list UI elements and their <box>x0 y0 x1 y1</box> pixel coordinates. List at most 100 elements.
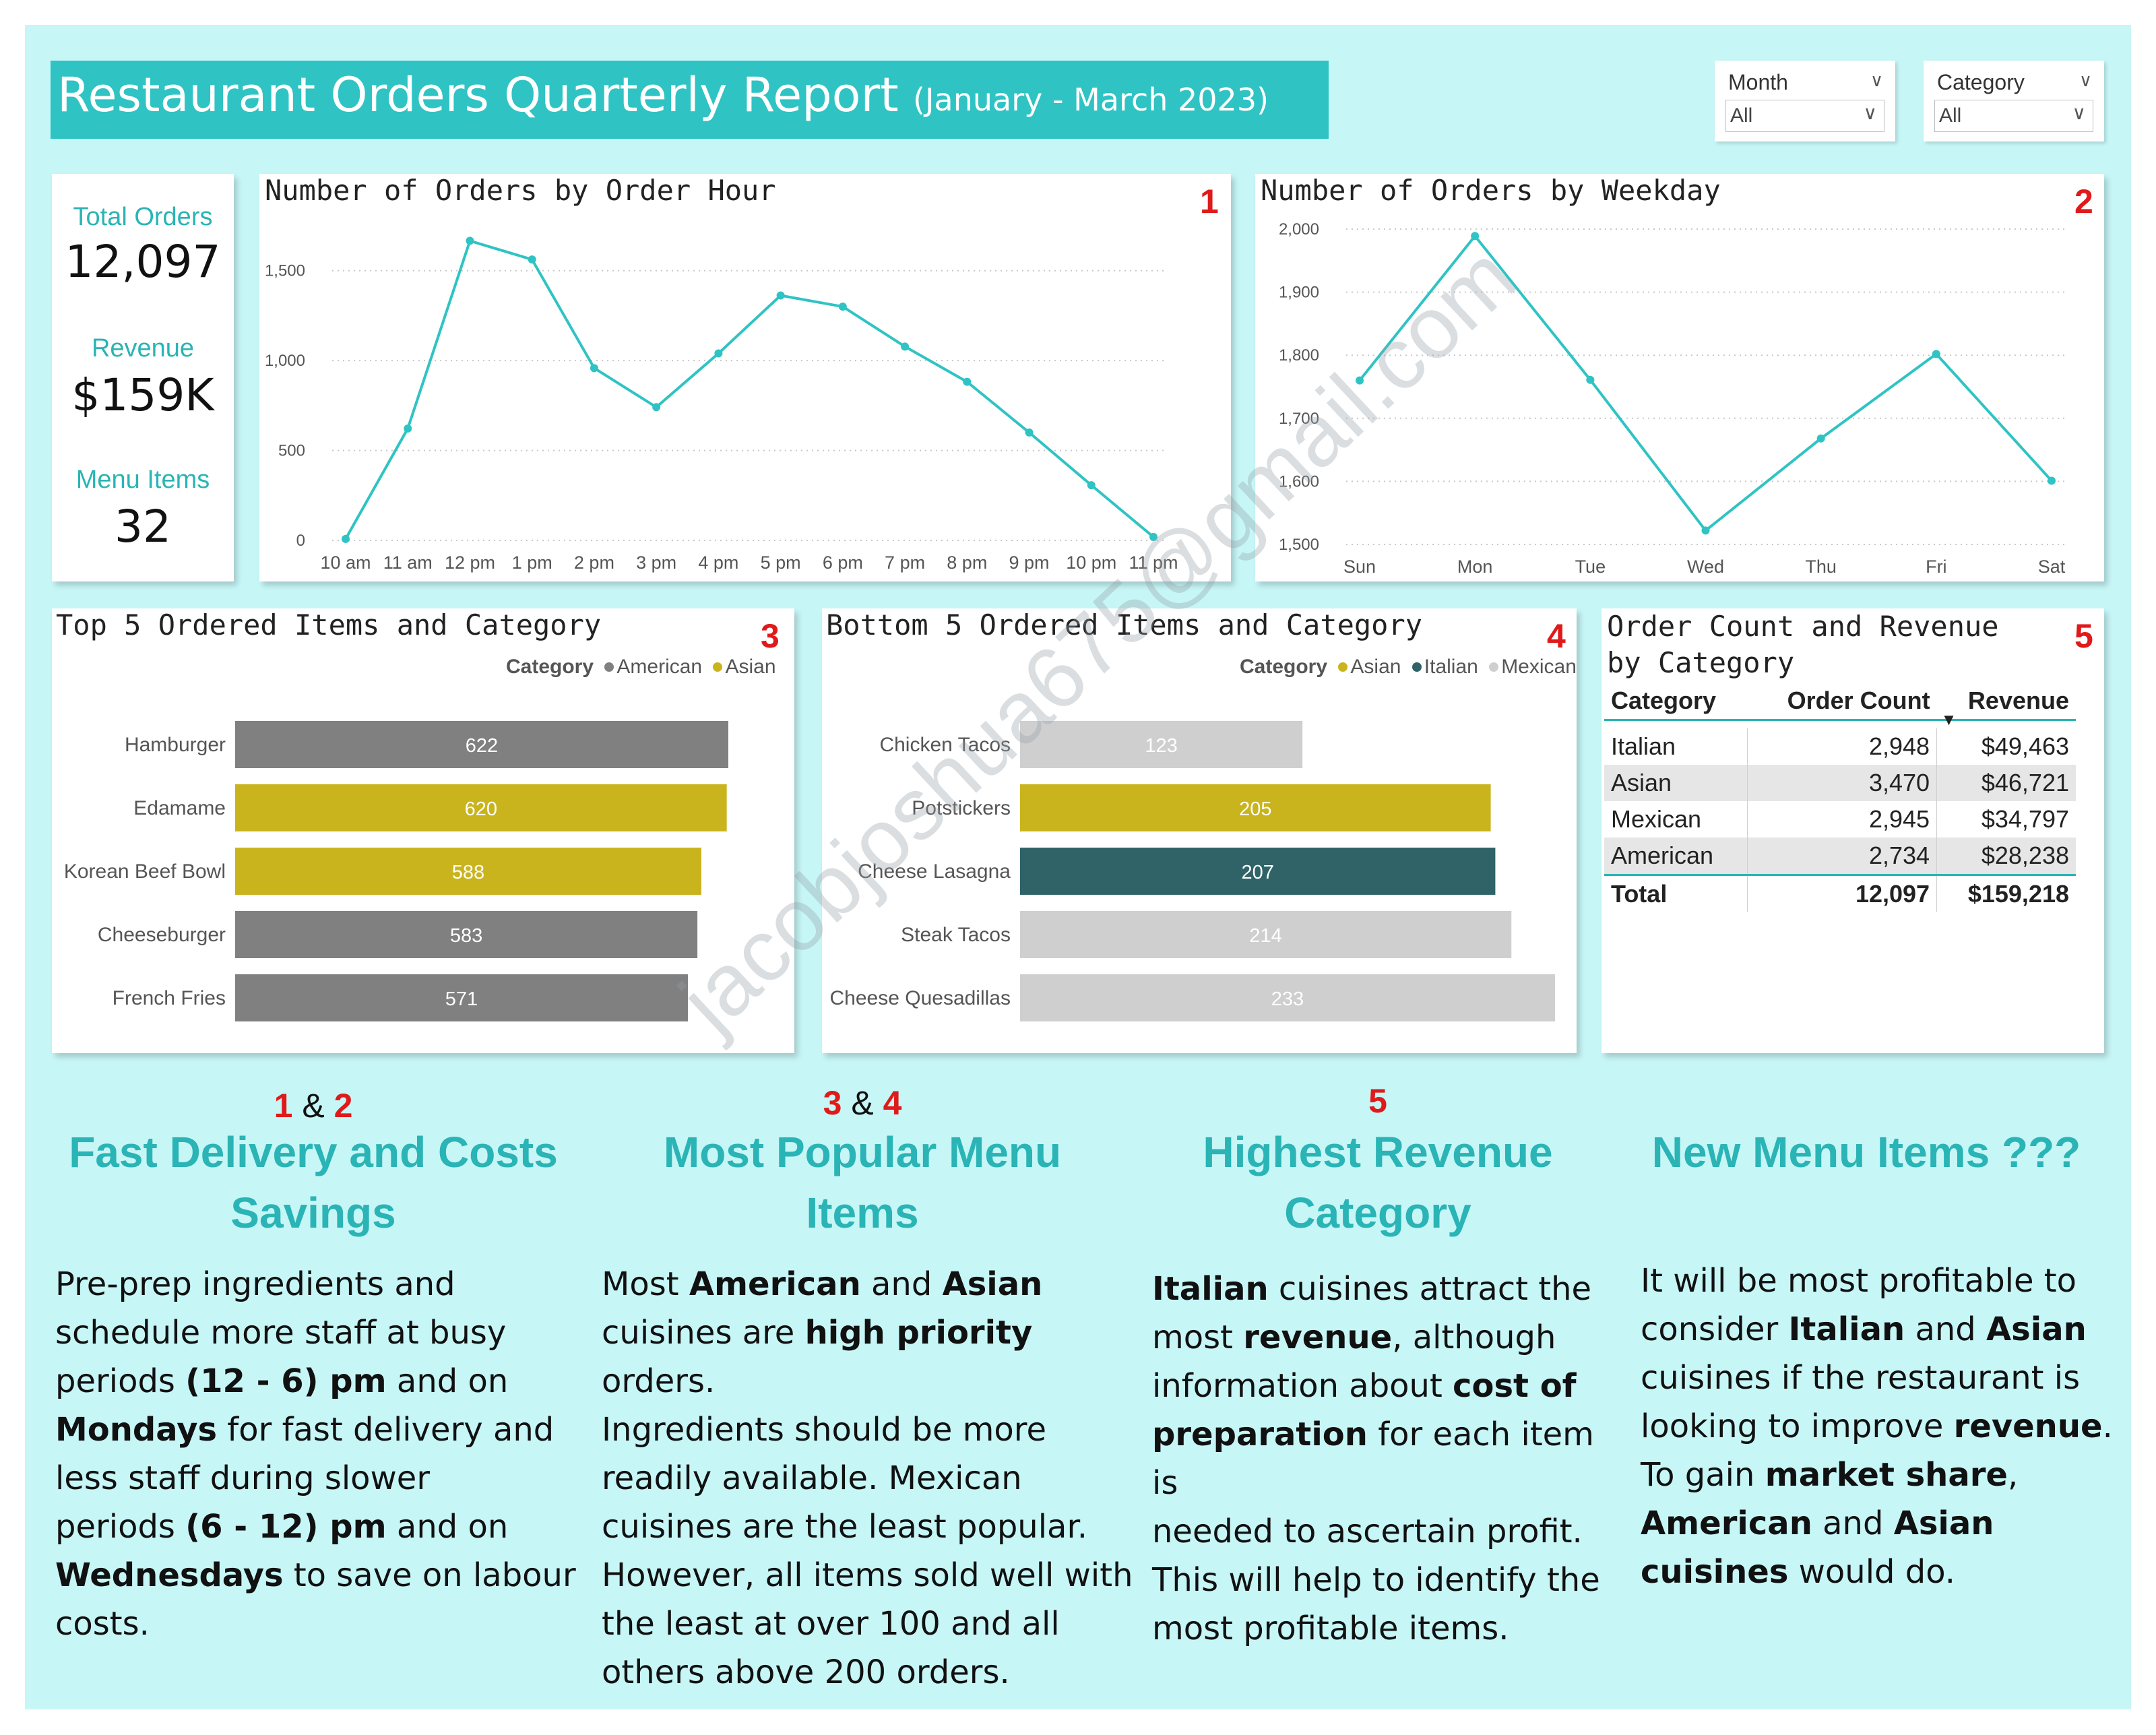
chart-legend: Category American Asian <box>506 656 776 679</box>
y-tick-label: 1,800 <box>1279 346 1319 365</box>
legend-dot-italian <box>1412 662 1422 672</box>
x-tick-label: 7 pm <box>885 553 925 573</box>
x-tick-label: 4 pm <box>698 553 738 573</box>
data-point <box>466 236 474 245</box>
insight-reference: 3 & 4 <box>593 1083 1132 1123</box>
y-tick-label: 2,000 <box>1279 220 1319 239</box>
bar <box>235 974 688 1021</box>
insight-body: It will be most profitable to consider I… <box>1641 1262 2113 1591</box>
y-tick-label: 1,500 <box>265 262 305 280</box>
data-point <box>652 403 661 412</box>
category-label: Cheese Lasagna <box>858 860 1011 883</box>
month-dropdown[interactable]: All ∨ <box>1725 100 1884 132</box>
series-line <box>344 239 1155 540</box>
x-tick-label: 8 pm <box>947 553 987 573</box>
data-point <box>1586 375 1595 384</box>
x-tick-label: 10 am <box>320 553 371 573</box>
table-row[interactable]: Asian 3,470 $46,721 <box>1604 764 2076 801</box>
insight-heading-line: Savings <box>230 1189 396 1237</box>
insight-heading-line: New Menu Items ??? <box>1651 1128 2081 1176</box>
data-point <box>404 424 412 433</box>
column-header[interactable]: Revenue ▼ <box>1937 683 2076 729</box>
legend-item: Mexican <box>1501 656 1577 678</box>
title-bar <box>51 61 1329 139</box>
orders-by-hour-chart: 0 500 1,000 1,500 10 am 11 am 12 pm 1 pm 2 pm 3 p… <box>265 236 1178 573</box>
data-label: 571 <box>445 988 478 1010</box>
x-tick-label: 1 pm <box>512 553 552 573</box>
category-label: Cheese Quesadillas <box>830 987 1011 1009</box>
y-tick-label: 1,600 <box>1279 472 1319 491</box>
category-label: Potstickers <box>912 797 1011 819</box>
bar <box>1020 784 1491 831</box>
legend-dot-mexican <box>1489 662 1499 672</box>
x-tick-label: Wed <box>1687 557 1724 577</box>
legend-title: Category <box>506 656 594 678</box>
y-tick-label: 1,700 <box>1279 410 1319 428</box>
category-slicer[interactable]: Category ∨ All ∨ <box>1924 61 2104 141</box>
category-label: Chicken Tacos <box>879 734 1011 756</box>
table-cell: 12,097 <box>1747 873 1938 912</box>
data-point <box>838 303 847 311</box>
sort-descending-icon[interactable]: ▼ <box>1940 711 1957 729</box>
category-label: Cheeseburger <box>98 924 226 946</box>
table-cell: 2,948 <box>1747 728 1938 765</box>
table-cell: Total <box>1604 873 1748 912</box>
column-header[interactable]: Order Count <box>1787 687 1930 714</box>
data-point <box>2048 476 2056 485</box>
insight-body: Italian cuisines attract the most revenu… <box>1152 1270 1600 1647</box>
data-point <box>342 534 350 543</box>
bottom5-items-panel: Bottom 5 Ordered Items and Category 4 Ca… <box>822 608 1577 1053</box>
y-tick-label: 1,500 <box>1279 536 1319 554</box>
category-table: Category Order Count Revenue ▼ Italian 2,… <box>1604 683 2076 912</box>
insight-body: Most American and Asian cuisines are hig… <box>602 1265 1133 1691</box>
table-row[interactable]: Italian 2,948 $49,463 <box>1604 728 2076 765</box>
chart-legend: Category Asian Italian Mexican <box>1240 656 1577 679</box>
insight-body: Pre-prep ingredients and schedule more s… <box>55 1265 576 1643</box>
data-label: 214 <box>1249 925 1281 947</box>
bar <box>235 911 698 958</box>
kpi-label: Menu Items <box>75 466 210 494</box>
category-label: Korean Beef Bowl <box>64 860 226 883</box>
month-dropdown-value: All <box>1730 104 1753 127</box>
table-row[interactable]: Mexican 2,945 $34,797 <box>1604 800 2076 838</box>
table-cell: Asian <box>1604 764 1748 801</box>
y-tick-label: 0 <box>296 532 305 550</box>
data-point <box>963 377 972 386</box>
data-point <box>901 342 910 351</box>
month-slicer[interactable]: Month ∨ All ∨ <box>1715 61 1895 141</box>
data-point <box>1149 532 1158 541</box>
data-point <box>776 291 785 300</box>
x-tick-label: Sat <box>2038 557 2066 577</box>
kpi-value: 32 <box>115 501 171 553</box>
table-cell: $34,797 <box>1981 805 2069 833</box>
category-dropdown[interactable]: All ∨ <box>1934 100 2093 132</box>
table-row[interactable]: American 2,734 $28,238 <box>1604 837 2076 875</box>
insight-heading: Highest Revenue Category <box>1145 1122 1610 1243</box>
data-label: 233 <box>1271 988 1304 1010</box>
category-slicer-label: Category <box>1937 70 2025 94</box>
kpi-card: Total Orders 12,097 Revenue $159K Menu I… <box>52 174 234 581</box>
x-tick-label: 12 pm <box>445 553 495 573</box>
legend-dot-asian <box>713 662 723 672</box>
x-tick-label: 9 pm <box>1009 553 1050 573</box>
data-label: 620 <box>465 798 497 820</box>
legend-item: Asian <box>1350 656 1401 678</box>
table-cell: $49,463 <box>1981 732 2069 760</box>
chevron-down-icon[interactable]: ∨ <box>2079 70 2092 90</box>
insight-ref-a: 3 <box>823 1084 842 1122</box>
chevron-down-icon[interactable]: ∨ <box>1863 102 1878 123</box>
chart-badge: 1 <box>1200 183 1219 220</box>
category-table-panel: Order Count and Revenue by Category 5 Ca… <box>1602 608 2104 1053</box>
chevron-down-icon[interactable]: ∨ <box>2072 102 2087 123</box>
chevron-down-icon[interactable]: ∨ <box>1870 70 1883 90</box>
data-label: 123 <box>1145 735 1177 757</box>
data-point <box>528 255 536 264</box>
column-header[interactable]: Category <box>1611 687 1717 714</box>
chart-title: Top 5 Ordered Items and Category <box>56 608 602 641</box>
insight-heading-line: Items <box>806 1189 919 1237</box>
insight-ref-amp: & <box>851 1084 874 1122</box>
chart-title: Bottom 5 Ordered Items and Category <box>826 608 1423 641</box>
table-cell: 2,734 <box>1747 837 1938 875</box>
insight-ref-amp: & <box>302 1087 325 1125</box>
table-cell: 3,470 <box>1747 764 1938 801</box>
